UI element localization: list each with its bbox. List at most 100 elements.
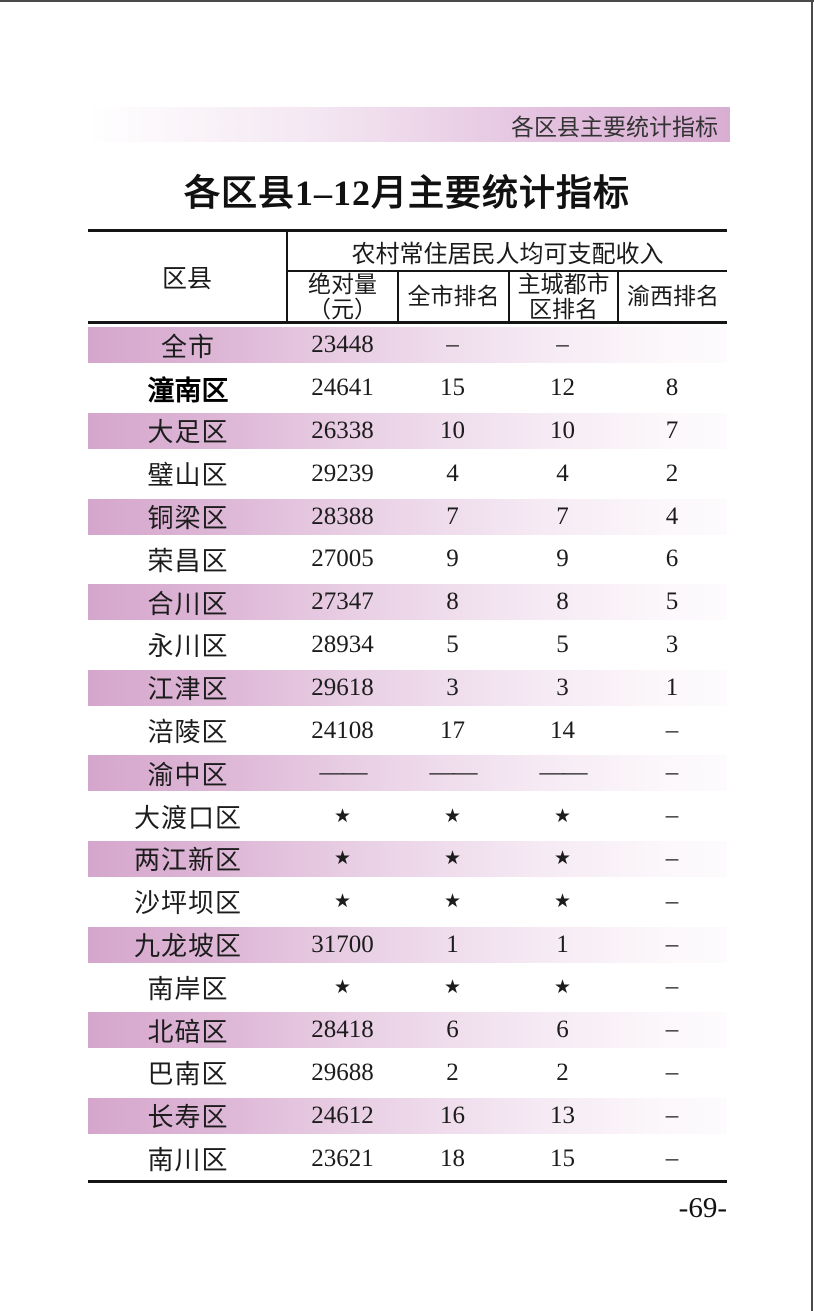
value-cell: – — [665, 1016, 679, 1044]
district-cell: 江津区 — [147, 675, 229, 705]
section-banner: 各区县主要统计指标 — [88, 107, 730, 142]
value-cell: 13 — [550, 1101, 575, 1129]
table-row: 江津区 29618 3 3 1 — [88, 666, 727, 710]
value-cell: 2 — [665, 459, 679, 487]
value-cell: 29239 — [311, 459, 374, 487]
header-metro-rank: 主城都市 区排名 — [508, 271, 617, 321]
value-cell: 8 — [556, 588, 569, 616]
value-cell: 1 — [446, 930, 459, 958]
table-row: 合川区 27347 8 8 5 — [88, 580, 727, 624]
value-cell: —— — [319, 759, 368, 787]
value-cell: 1 — [665, 673, 679, 701]
value-cell: ★ — [443, 976, 462, 998]
value-cell: 5 — [446, 630, 459, 658]
value-cell: ★ — [553, 891, 572, 913]
value-cell: 12 — [550, 374, 575, 402]
district-cell: 南岸区 — [147, 974, 229, 1004]
value-cell: ★ — [443, 891, 462, 913]
value-cell: ★ — [553, 805, 572, 827]
value-cell: 14 — [550, 716, 575, 744]
value-cell: 8 — [446, 588, 459, 616]
value-cell: —— — [429, 759, 478, 787]
page-number: -69- — [678, 1192, 727, 1224]
value-cell: 7 — [446, 502, 459, 530]
district-cell: 荣昌区 — [147, 546, 229, 576]
value-cell: 29618 — [311, 673, 374, 701]
district-cell: 大足区 — [147, 418, 229, 448]
value-cell: 7 — [665, 416, 679, 444]
district-cell: 长寿区 — [147, 1103, 229, 1133]
header-city-rank: 全市排名 — [397, 272, 508, 321]
value-cell: 3 — [556, 673, 569, 701]
value-cell: 28418 — [311, 1016, 374, 1044]
value-cell: 15 — [550, 1144, 575, 1172]
value-cell: 4 — [665, 502, 679, 530]
table-row: 大渡口区 ★ ★ ★ – — [88, 795, 727, 838]
table-row: 沙坪坝区 ★ ★ ★ – — [88, 880, 727, 923]
value-cell: – — [665, 844, 679, 872]
value-cell: 9 — [556, 545, 569, 573]
value-cell: – — [665, 930, 679, 958]
table-row: 九龙坡区 31700 1 1 – — [88, 923, 727, 966]
value-cell: 18 — [440, 1144, 465, 1172]
table-row: 潼南区 24641 15 12 8 — [88, 367, 727, 410]
table-row: 荣昌区 27005 9 9 6 — [88, 538, 727, 581]
table-row: 巴南区 29688 2 2 – — [88, 1052, 727, 1095]
district-cell: 渝中区 — [147, 760, 229, 790]
value-cell: 10 — [550, 416, 575, 444]
section-banner-label: 各区县主要统计指标 — [511, 113, 718, 140]
district-cell: 合川区 — [147, 589, 229, 619]
table-row: 北碚区 28418 6 6 – — [88, 1008, 727, 1052]
district-cell: 大渡口区 — [133, 803, 242, 833]
value-cell: ★ — [443, 848, 462, 870]
value-cell: 6 — [665, 545, 679, 573]
value-cell: 15 — [440, 374, 465, 402]
value-cell: ★ — [333, 805, 352, 827]
header-group-income: 农村常住居民人均可支配收入 — [288, 232, 727, 272]
value-cell: 27347 — [311, 588, 374, 616]
district-cell: 南川区 — [147, 1146, 229, 1176]
value-cell: – — [665, 1101, 679, 1129]
district-cell: 全市 — [160, 332, 215, 362]
table-header: 区县 农村常住居民人均可支配收入 绝对量 （元） 全市排名 主城都市 区排名 渝… — [88, 229, 727, 324]
table-row: 全市 23448 – – — [88, 324, 727, 367]
header-district: 区县 — [88, 232, 288, 321]
district-cell: 两江新区 — [133, 846, 242, 876]
value-cell: 5 — [665, 588, 679, 616]
value-cell: 6 — [556, 1016, 569, 1044]
value-cell: – — [665, 759, 679, 787]
value-cell: 24641 — [311, 374, 374, 402]
value-cell: 26338 — [311, 416, 374, 444]
value-cell: 23621 — [311, 1144, 374, 1172]
value-cell: 17 — [440, 716, 465, 744]
value-cell: 24108 — [311, 716, 374, 744]
value-cell: 2 — [446, 1058, 459, 1086]
value-cell: – — [665, 802, 679, 830]
district-cell: 永川区 — [147, 632, 229, 662]
value-cell: ★ — [443, 805, 462, 827]
table-row: 涪陵区 24108 17 14 – — [88, 709, 727, 752]
value-cell: – — [665, 1144, 679, 1172]
table-row: 大足区 26338 10 10 7 — [88, 409, 727, 453]
header-yuxi-rank: 渝西排名 — [617, 272, 727, 321]
value-cell: – — [665, 973, 679, 1001]
value-cell: 7 — [556, 502, 569, 530]
value-cell: 4 — [556, 459, 569, 487]
value-cell: 10 — [440, 416, 465, 444]
value-cell: ★ — [333, 976, 352, 998]
page-top-edge-line — [0, 0, 814, 2]
value-cell: – — [665, 716, 679, 744]
table-body: 全市 23448 – – 潼南区 24641 15 12 8 大足区 26338… — [88, 324, 727, 1183]
district-cell: 潼南区 — [147, 375, 229, 406]
value-cell: 31700 — [311, 930, 374, 958]
value-cell: 9 — [446, 545, 459, 573]
table-row: 长寿区 24612 16 13 – — [88, 1094, 727, 1138]
value-cell: 3 — [665, 630, 679, 658]
value-cell: ★ — [333, 891, 352, 913]
value-cell: 8 — [665, 374, 679, 402]
page-right-edge-line — [811, 0, 813, 1311]
value-cell: 1 — [556, 930, 569, 958]
value-cell: – — [665, 1058, 679, 1086]
value-cell: ★ — [333, 848, 352, 870]
